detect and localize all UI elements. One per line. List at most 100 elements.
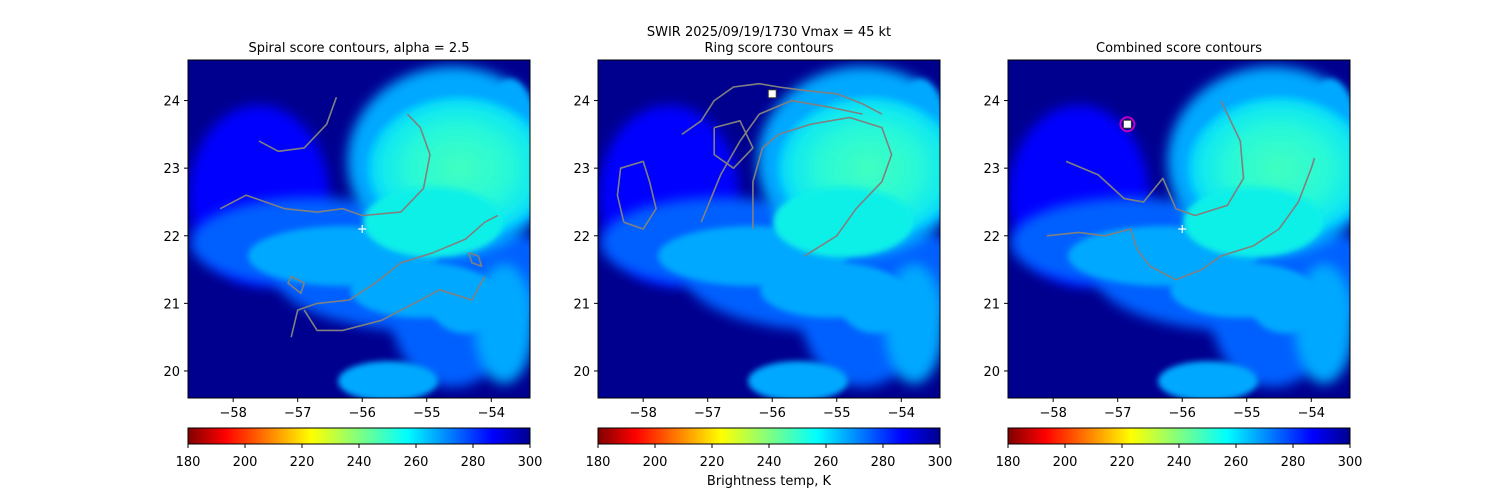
x-tick-label: −57 bbox=[694, 406, 721, 421]
y-tick-label: 22 bbox=[573, 230, 590, 245]
colorbar-label: Brightness temp, K bbox=[707, 474, 832, 489]
contour-line bbox=[713, 120, 754, 169]
contour-line bbox=[467, 251, 483, 267]
contour-line bbox=[258, 96, 338, 153]
panel-3: Combined score contours −58 −57 −56 −55 −54 20… bbox=[983, 41, 1363, 470]
cold-cloud-band bbox=[773, 187, 914, 258]
colorbar-tick-label: 260 bbox=[404, 455, 429, 470]
colorbar-tick-label: 200 bbox=[643, 455, 668, 470]
x-tick-label: −57 bbox=[1104, 406, 1131, 421]
y-tick-label: 22 bbox=[163, 230, 180, 245]
center-plus-marker bbox=[358, 225, 367, 233]
y-tick-label: 24 bbox=[573, 95, 590, 110]
x-tick-label: −55 bbox=[413, 406, 440, 421]
x-tick-label: −56 bbox=[1169, 406, 1196, 421]
figure-suptitle: SWIR 2025/09/19/1730 Vmax = 45 kt bbox=[647, 25, 891, 40]
colorbar-tick-label: 300 bbox=[1338, 455, 1363, 470]
cloud-region bbox=[840, 273, 911, 334]
x-tick-label: −54 bbox=[888, 406, 915, 421]
colorbar-tick-label: 300 bbox=[518, 455, 543, 470]
colorbar-tick-label: 220 bbox=[700, 455, 725, 470]
colorbar-tick-label: 240 bbox=[347, 455, 372, 470]
x-tick-label: −55 bbox=[823, 406, 850, 421]
y-tick-label: 21 bbox=[983, 297, 1000, 312]
cloud-region bbox=[338, 361, 439, 398]
x-tick-label: −56 bbox=[759, 406, 786, 421]
colorbar-tick-label: 240 bbox=[757, 455, 782, 470]
contour-line bbox=[303, 275, 486, 332]
colorbar: 180 200 220 240 260 280 300 bbox=[176, 427, 543, 470]
brightness-temp-image bbox=[1008, 60, 1350, 398]
cold-cloud-band bbox=[363, 187, 504, 258]
colorbar: 180 200 220 240 260 280 300 bbox=[996, 427, 1363, 470]
cloud-region bbox=[1250, 273, 1321, 334]
y-tick-label: 24 bbox=[163, 95, 180, 110]
x-tick-label: −58 bbox=[219, 406, 246, 421]
colorbar-tick-label: 180 bbox=[586, 455, 611, 470]
y-tick-label: 20 bbox=[573, 365, 590, 380]
contour-line bbox=[290, 214, 499, 338]
contour-line bbox=[700, 99, 863, 223]
colorbar-gradient bbox=[187, 427, 531, 445]
x-tick-label: −58 bbox=[1039, 406, 1066, 421]
square-marker bbox=[767, 89, 777, 99]
colorbar-tick-label: 200 bbox=[1053, 455, 1078, 470]
brightness-temp-image bbox=[598, 60, 940, 398]
panel-2: Ring score contours −58 −57 −56 −55 −54 20 21 22… bbox=[573, 41, 953, 470]
panel-title: Spiral score contours, alpha = 2.5 bbox=[248, 41, 469, 56]
y-tick-label: 23 bbox=[573, 162, 590, 177]
colorbar-tick-label: 200 bbox=[233, 455, 258, 470]
score-contours bbox=[219, 96, 499, 338]
x-tick-label: −54 bbox=[478, 406, 505, 421]
score-contours bbox=[1046, 100, 1316, 281]
y-tick-label: 21 bbox=[573, 297, 590, 312]
ring-marker bbox=[1119, 116, 1136, 133]
colorbar-tick-label: 240 bbox=[1167, 455, 1192, 470]
plot-frame bbox=[187, 59, 531, 399]
y-tick-label: 23 bbox=[983, 162, 1000, 177]
colorbar-tick-label: 300 bbox=[928, 455, 953, 470]
colorbar-tick-label: 180 bbox=[996, 455, 1021, 470]
panel-1: Spiral score contours, alpha = 2.5 −58 −57… bbox=[163, 41, 543, 470]
contour-line bbox=[752, 116, 893, 257]
contour-line bbox=[1065, 100, 1245, 217]
colorbar-tick-label: 260 bbox=[1224, 455, 1249, 470]
score-contours bbox=[616, 82, 893, 257]
contour-line bbox=[219, 113, 431, 217]
square-marker bbox=[1122, 119, 1132, 129]
contour-line bbox=[616, 160, 657, 230]
x-tick-label: −56 bbox=[349, 406, 376, 421]
x-tick-label: −57 bbox=[284, 406, 311, 421]
contour-line bbox=[287, 275, 305, 294]
contour-line bbox=[1046, 157, 1316, 281]
colorbar-gradient bbox=[597, 427, 941, 445]
colorbar: 180 200 220 240 260 280 300 bbox=[586, 427, 953, 470]
panel-title: Ring score contours bbox=[704, 41, 833, 56]
contour-line bbox=[681, 82, 883, 136]
plot-frame bbox=[597, 59, 941, 399]
colorbar-tick-label: 220 bbox=[290, 455, 315, 470]
colorbar-tick-label: 180 bbox=[176, 455, 201, 470]
y-tick-label: 23 bbox=[163, 162, 180, 177]
cloud-region bbox=[430, 273, 501, 334]
cloud-region bbox=[1158, 361, 1259, 398]
panel-title: Combined score contours bbox=[1096, 41, 1262, 56]
y-tick-label: 20 bbox=[983, 365, 1000, 380]
y-tick-label: 20 bbox=[163, 365, 180, 380]
brightness-temp-image bbox=[188, 60, 530, 398]
colorbar-gradient bbox=[1007, 427, 1351, 445]
plot-frame bbox=[1007, 59, 1351, 399]
colorbar-tick-label: 280 bbox=[461, 455, 486, 470]
x-tick-label: −54 bbox=[1298, 406, 1325, 421]
y-tick-label: 22 bbox=[983, 230, 1000, 245]
colorbar-tick-label: 220 bbox=[1110, 455, 1135, 470]
colorbar-tick-label: 260 bbox=[814, 455, 839, 470]
x-tick-label: −58 bbox=[629, 406, 656, 421]
colorbar-tick-label: 280 bbox=[871, 455, 896, 470]
y-tick-label: 21 bbox=[163, 297, 180, 312]
y-tick-label: 24 bbox=[983, 95, 1000, 110]
colorbar-tick-label: 280 bbox=[1281, 455, 1306, 470]
x-tick-label: −55 bbox=[1233, 406, 1260, 421]
cold-cloud-band bbox=[1183, 187, 1324, 258]
